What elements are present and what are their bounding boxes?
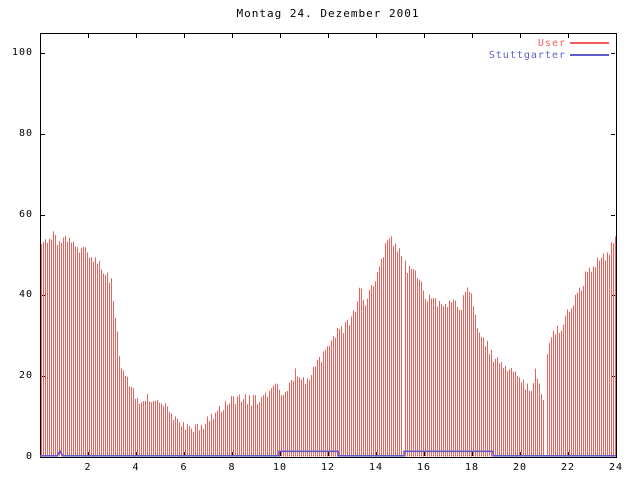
x-tick-label: 24 [608, 462, 624, 473]
x-tick-label: 8 [228, 462, 236, 473]
legend-user-label: User [537, 38, 566, 49]
x-tick-label: 20 [512, 462, 528, 473]
stuttgarter-line [40, 449, 616, 457]
x-tick-label: 10 [272, 462, 288, 473]
y-tick-label: 60 [18, 208, 33, 220]
legend-user-swatch [570, 42, 609, 44]
x-tick-label: 16 [416, 462, 432, 473]
x-tick-label: 4 [132, 462, 140, 473]
x-tick-label: 12 [320, 462, 336, 473]
chart-title: Montag 24. Dezember 2001 [236, 7, 420, 20]
y-tick-label: 20 [18, 370, 33, 382]
legend-stuttgarter-swatch [570, 54, 609, 56]
x-tick-label: 2 [84, 462, 92, 473]
x-tick-label: 14 [368, 462, 384, 473]
legend-stuttgarter-label: Stuttgarter [488, 50, 566, 61]
x-tick-label: 18 [464, 462, 480, 473]
plot-border [40, 33, 617, 458]
y-tick-label: 40 [18, 289, 33, 301]
x-tick-label: 6 [180, 462, 188, 473]
y-tick-label: 0 [25, 451, 33, 462]
x-tick-label: 22 [560, 462, 576, 473]
y-tick-label: 100 [11, 47, 33, 59]
y-tick-label: 80 [18, 127, 33, 139]
